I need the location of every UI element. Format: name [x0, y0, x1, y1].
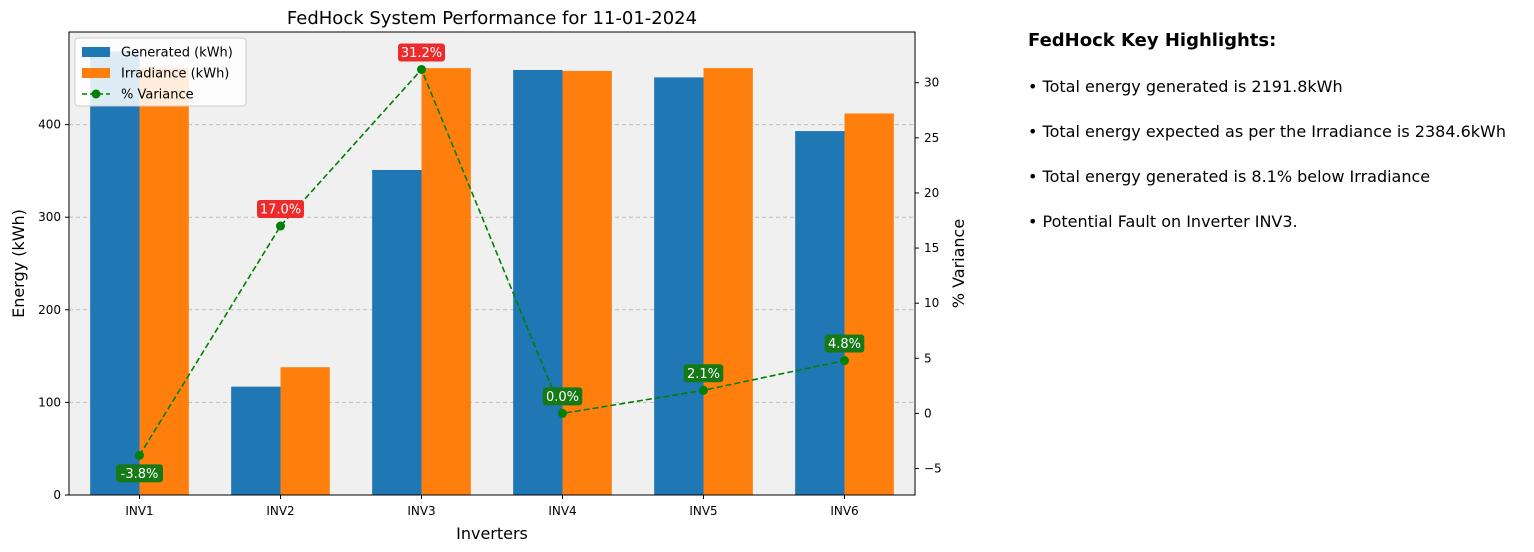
legend-swatch	[82, 47, 110, 57]
bar-irradiance	[139, 68, 189, 495]
bar-generated	[654, 77, 704, 496]
variance-label: 4.8%	[828, 337, 861, 352]
bar-irradiance	[562, 70, 612, 495]
bar-irradiance	[844, 113, 894, 495]
variance-label-box	[824, 334, 865, 353]
y-tick-label: 0	[53, 488, 61, 502]
x-tick-label: INV6	[830, 504, 858, 518]
chart-title: FedHock System Performance for 11-01-202…	[287, 8, 697, 29]
variance-label: -3.8%	[121, 467, 159, 482]
y2-axis-label: % Variance	[949, 219, 968, 308]
plot-frame	[68, 31, 916, 496]
x-tick-label: INV5	[689, 504, 717, 518]
legend-swatch	[82, 68, 110, 78]
variance-label-box	[683, 364, 724, 383]
variance-label: 2.1%	[687, 367, 720, 382]
y-tick-label: 300	[38, 210, 61, 224]
bar-irradiance	[280, 367, 330, 495]
variance-label-box	[257, 200, 304, 219]
plot-background	[69, 32, 915, 495]
legend-label: Generated (kWh)	[121, 46, 233, 61]
highlight-item: Total energy generated is 8.1% below Irr…	[1028, 167, 1528, 186]
bar-generated	[795, 131, 845, 495]
y2-tick-label: 15	[924, 241, 939, 255]
y2-tick-label: 25	[924, 131, 939, 145]
performance-chart: 0 100 200 300 400 −5 0 5 10 15 20 25 30 INV1 INV2 INV3 I…	[9, 8, 968, 543]
legend-box	[74, 37, 247, 107]
variance-point	[558, 408, 567, 418]
highlight-item: Potential Fault on Inverter INV3.	[1028, 212, 1528, 231]
y2-tick-label: 0	[924, 406, 932, 420]
bar-irradiance	[421, 68, 471, 495]
variance-point	[699, 385, 708, 395]
y-tick-label: 100	[38, 395, 61, 409]
variance-point	[840, 356, 849, 366]
y2-tick-label: 10	[924, 296, 939, 310]
bar-irradiance	[703, 68, 753, 495]
highlights-title: FedHock Key Highlights:	[1028, 30, 1277, 51]
variance-label: 17.0%	[260, 203, 301, 218]
x-tick-label: INV1	[125, 504, 153, 518]
variance-label: 0.0%	[546, 390, 579, 405]
x-tick-label: INV3	[407, 504, 435, 518]
bar-generated	[372, 169, 422, 495]
y-tick-label: 400	[38, 118, 61, 132]
y-tick-label: 200	[38, 303, 61, 317]
variance-label-box	[398, 43, 445, 62]
legend-label: % Variance	[121, 88, 194, 103]
highlight-item: Total energy generated is 2191.8kWh	[1028, 77, 1528, 96]
variance-line	[138, 67, 845, 456]
key-highlights-panel: FedHock Key Highlights: Total energy gen…	[1028, 30, 1528, 257]
bar-generated	[231, 386, 281, 495]
y2-tick-label: 20	[924, 186, 939, 200]
variance-label-box	[116, 464, 163, 483]
variance-point	[135, 450, 144, 460]
variance-point	[276, 221, 285, 231]
x-tick-label: INV2	[266, 504, 294, 518]
variance-label: 31.2%	[401, 46, 442, 61]
x-tick-label: INV4	[548, 504, 576, 518]
variance-label-box	[542, 387, 583, 406]
legend-swatch-marker	[91, 89, 101, 99]
highlight-item: Total energy expected as per the Irradia…	[1028, 122, 1528, 141]
y-axis-label: Energy (kWh)	[9, 209, 28, 318]
variance-point	[417, 64, 426, 74]
x-axis-label: Inverters	[456, 524, 528, 543]
y2-tick-label: −5	[924, 462, 942, 476]
legend-label: Irradiance (kWh)	[121, 67, 229, 82]
bar-generated	[90, 51, 140, 496]
y2-tick-label: 30	[924, 76, 939, 90]
bar-generated	[513, 69, 563, 495]
y2-tick-label: 5	[924, 351, 932, 365]
